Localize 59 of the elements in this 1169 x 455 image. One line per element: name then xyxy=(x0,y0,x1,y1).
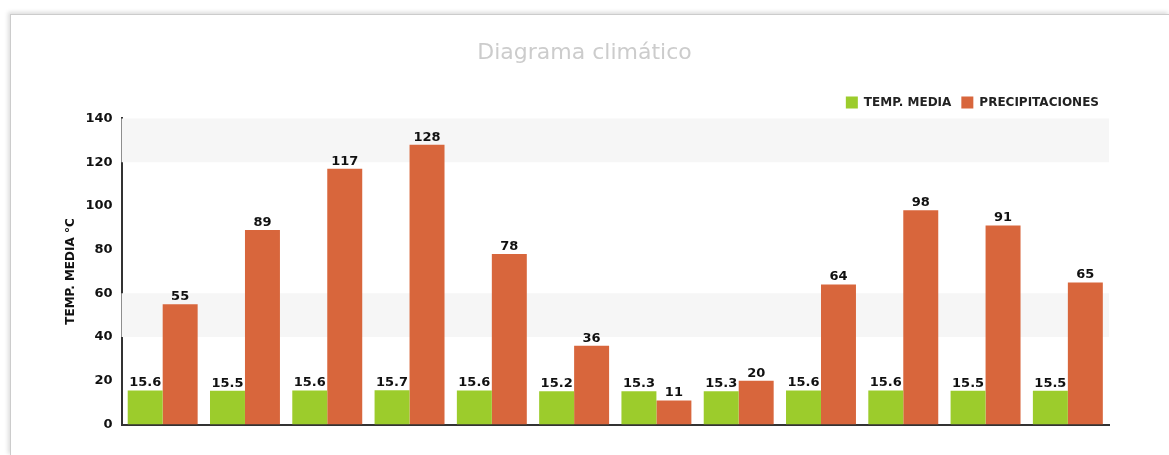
y-tick-label: 40 xyxy=(94,328,113,344)
data-label: 15.6 xyxy=(458,374,491,390)
y-tick-label: 140 xyxy=(85,109,113,125)
legend-label: TEMP. MEDIA xyxy=(863,94,953,109)
data-label: 15.6 xyxy=(787,374,820,390)
bar xyxy=(539,391,575,425)
data-label: 15.7 xyxy=(376,374,409,390)
bar xyxy=(456,390,492,425)
bar xyxy=(656,400,692,425)
data-label: 64 xyxy=(829,268,848,284)
y-tick-label: 20 xyxy=(94,372,113,388)
bar xyxy=(210,390,245,425)
bar xyxy=(574,345,610,425)
bar xyxy=(374,390,410,425)
data-label: 15.6 xyxy=(293,374,326,390)
data-label: 117 xyxy=(331,152,359,168)
data-label: 128 xyxy=(413,128,441,144)
bar xyxy=(738,380,774,425)
legend-label: PRECIPITACIONES xyxy=(979,94,1100,109)
bar xyxy=(162,304,198,425)
y-tick-label: 80 xyxy=(94,241,113,256)
bar xyxy=(292,390,328,425)
bar xyxy=(127,390,163,425)
bar xyxy=(703,391,739,425)
bar xyxy=(621,391,657,425)
bar xyxy=(244,229,280,425)
bar xyxy=(820,284,856,425)
data-label: 55 xyxy=(171,288,190,304)
data-label: 15.3 xyxy=(705,375,738,391)
data-label: 65 xyxy=(1076,266,1095,282)
data-label: 11 xyxy=(664,384,683,400)
bar xyxy=(903,210,939,425)
data-label: 36 xyxy=(582,329,601,345)
bar xyxy=(491,254,527,425)
data-label: 15.6 xyxy=(129,374,162,390)
data-label: 20 xyxy=(747,364,766,380)
bar xyxy=(1067,282,1103,425)
data-label: 89 xyxy=(253,213,272,229)
y-tick-label: 0 xyxy=(103,415,113,431)
data-label: 15.2 xyxy=(540,375,573,391)
y-axis-title: TEMP. MEDIA °C xyxy=(63,218,78,325)
bar xyxy=(950,390,986,425)
bar xyxy=(409,144,445,425)
data-label: 15.6 xyxy=(869,374,902,390)
bar xyxy=(1032,390,1068,425)
bar xyxy=(868,390,904,425)
data-label: 15.5 xyxy=(952,374,985,390)
data-label: 78 xyxy=(500,237,519,253)
y-tick-label: 100 xyxy=(85,197,113,213)
bar xyxy=(786,390,821,425)
bar xyxy=(327,168,363,425)
y-tick-label: 120 xyxy=(85,153,113,169)
bar xyxy=(985,225,1021,425)
data-label: 15.3 xyxy=(622,375,655,391)
data-label: 15.5 xyxy=(1034,374,1067,390)
data-label: 15.5 xyxy=(211,374,244,390)
data-label: 91 xyxy=(994,209,1013,225)
y-tick-label: 60 xyxy=(94,284,113,300)
data-label: 98 xyxy=(911,194,930,210)
